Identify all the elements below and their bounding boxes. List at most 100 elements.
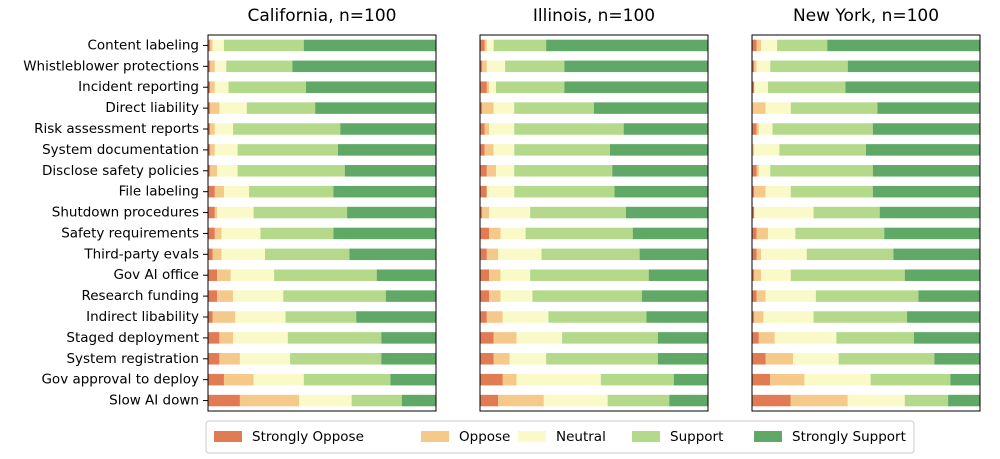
bar-disclose-safety-policies-neutral — [495, 165, 515, 177]
bar-file-labeling-support — [514, 185, 615, 198]
row-label-content-labeling: Content labeling — [87, 37, 199, 53]
bar-incident-reporting-strongly-support — [564, 81, 708, 93]
bar-system-documentation-support — [779, 144, 866, 156]
bar-content-labeling-oppose — [756, 39, 762, 52]
bar-third-party-evals-oppose — [212, 248, 222, 261]
panel-title: California, n=100 — [248, 6, 397, 26]
bar-system-registration-strongly-support — [934, 353, 980, 365]
bar-gov-approval-to-deploy-oppose — [502, 373, 517, 386]
bar-whistleblower-protections-strongly-support — [847, 60, 980, 73]
bar-third-party-evals-support — [265, 248, 350, 261]
bar-risk-assessment-reports-support — [772, 123, 873, 135]
bar-gov-ai-office-strongly-oppose — [208, 269, 218, 281]
bar-file-labeling-strongly-support — [333, 185, 436, 198]
bar-research-funding-neutral — [500, 290, 533, 302]
bar-incident-reporting-strongly-support — [306, 81, 436, 93]
bar-risk-assessment-reports-strongly-support — [340, 123, 436, 135]
bar-direct-liability-strongly-support — [594, 102, 708, 114]
bar-gov-approval-to-deploy-strongly-oppose — [480, 373, 503, 386]
bar-gov-ai-office-strongly-support — [376, 269, 436, 281]
bar-incident-reporting-neutral — [214, 81, 229, 93]
bar-shutdown-procedures-oppose — [214, 206, 218, 219]
legend-swatch-strongly-oppose — [214, 431, 242, 442]
bar-third-party-evals-strongly-oppose — [480, 248, 487, 261]
row-label-risk-assessment-reports: Risk assessment reports — [34, 121, 199, 137]
bar-staged-deployment-neutral — [233, 332, 288, 344]
row-labels: Content labeling Whistleblower protection… — [23, 37, 208, 409]
bar-gov-approval-to-deploy-strongly-support — [390, 373, 436, 386]
bar-system-registration-oppose — [219, 353, 240, 365]
bar-risk-assessment-reports-support — [233, 123, 341, 135]
bar-slow-ai-down-strongly-oppose — [208, 394, 240, 407]
bar-risk-assessment-reports-oppose — [484, 123, 490, 135]
bar-gov-ai-office-neutral — [230, 269, 275, 281]
chart-legend: Strongly Oppose Oppose Neutral Support Stron… — [205, 420, 915, 454]
bar-system-registration-strongly-support — [657, 353, 708, 365]
bar-slow-ai-down-neutral — [847, 394, 905, 407]
chart-panels: California, n=100 Illinois, n=100 New York… — [207, 6, 981, 412]
bar-content-labeling-support — [493, 39, 547, 52]
bar-safety-requirements-oppose — [756, 227, 768, 240]
bar-safety-requirements-strongly-oppose — [752, 227, 757, 240]
bar-whistleblower-protections-oppose — [482, 60, 487, 73]
bar-system-documentation-support — [514, 144, 610, 156]
bar-third-party-evals-strongly-support — [893, 248, 980, 261]
bar-disclose-safety-policies-oppose — [210, 165, 218, 177]
bar-incident-reporting-support — [228, 81, 307, 93]
bar-disclose-safety-policies-strongly-support — [872, 165, 980, 177]
bar-research-funding-oppose — [489, 290, 501, 302]
bar-third-party-evals-neutral — [498, 248, 542, 261]
bar-direct-liability-oppose — [482, 102, 494, 114]
bar-file-labeling-strongly-oppose — [480, 185, 487, 198]
bar-system-documentation-strongly-oppose — [480, 144, 485, 156]
bar-risk-assessment-reports-strongly-oppose — [208, 123, 211, 135]
bar-indirect-libability-support — [285, 311, 357, 323]
bar-system-registration-neutral — [509, 353, 547, 365]
row-label-gov-ai-office: Gov AI office — [113, 267, 199, 283]
bar-research-funding-support — [283, 290, 386, 302]
row-label-indirect-libability: Indirect libability — [86, 309, 199, 325]
bar-direct-liability-support — [246, 102, 316, 114]
bar-staged-deployment-neutral — [516, 332, 563, 344]
bar-file-labeling-neutral — [486, 185, 515, 198]
bar-gov-ai-office-strongly-support — [648, 269, 708, 281]
panel-title: Illinois, n=100 — [533, 6, 655, 26]
bar-risk-assessment-reports-neutral — [214, 123, 234, 135]
bar-gov-ai-office-oppose — [489, 269, 501, 281]
bar-gov-ai-office-strongly-oppose — [480, 269, 490, 281]
bar-research-funding-strongly-oppose — [752, 290, 757, 302]
bar-indirect-libability-strongly-support — [356, 311, 436, 323]
bar-disclose-safety-policies-support — [514, 165, 613, 177]
bar-file-labeling-neutral — [223, 185, 250, 198]
bar-indirect-libability-neutral — [763, 311, 814, 323]
bar-whistleblower-protections-support — [770, 60, 848, 73]
bar-safety-requirements-neutral — [767, 227, 796, 240]
legend-label-strongly-oppose: Strongly Oppose — [252, 429, 364, 445]
legend-swatch-oppose — [421, 431, 449, 442]
bar-research-funding-support — [815, 290, 919, 302]
bar-risk-assessment-reports-support — [514, 123, 624, 135]
bar-disclose-safety-policies-neutral — [758, 165, 771, 177]
bar-risk-assessment-reports-strongly-support — [872, 123, 980, 135]
bar-research-funding-neutral — [765, 290, 816, 302]
bar-direct-liability-oppose — [752, 102, 766, 114]
bar-content-labeling-neutral — [761, 39, 778, 52]
bar-shutdown-procedures-neutral — [489, 206, 531, 219]
legend-label-neutral: Neutral — [556, 429, 606, 445]
panel-frame — [479, 34, 709, 412]
bar-whistleblower-protections-strongly-support — [292, 60, 436, 73]
bar-safety-requirements-support — [525, 227, 633, 240]
panel-illinois: Illinois, n=100 — [479, 6, 709, 412]
bar-direct-liability-oppose — [210, 102, 220, 114]
bar-file-labeling-oppose — [214, 185, 224, 198]
bar-gov-approval-to-deploy-neutral — [804, 373, 871, 386]
legend-box — [205, 420, 915, 454]
bar-shutdown-procedures-strongly-oppose — [480, 206, 483, 219]
bar-safety-requirements-support — [795, 227, 885, 240]
bar-incident-reporting-strongly-oppose — [208, 81, 211, 93]
bar-third-party-evals-support — [806, 248, 894, 261]
bar-gov-approval-to-deploy-support — [600, 373, 674, 386]
bar-content-labeling-neutral — [486, 39, 494, 52]
bar-system-registration-strongly-oppose — [480, 353, 494, 365]
